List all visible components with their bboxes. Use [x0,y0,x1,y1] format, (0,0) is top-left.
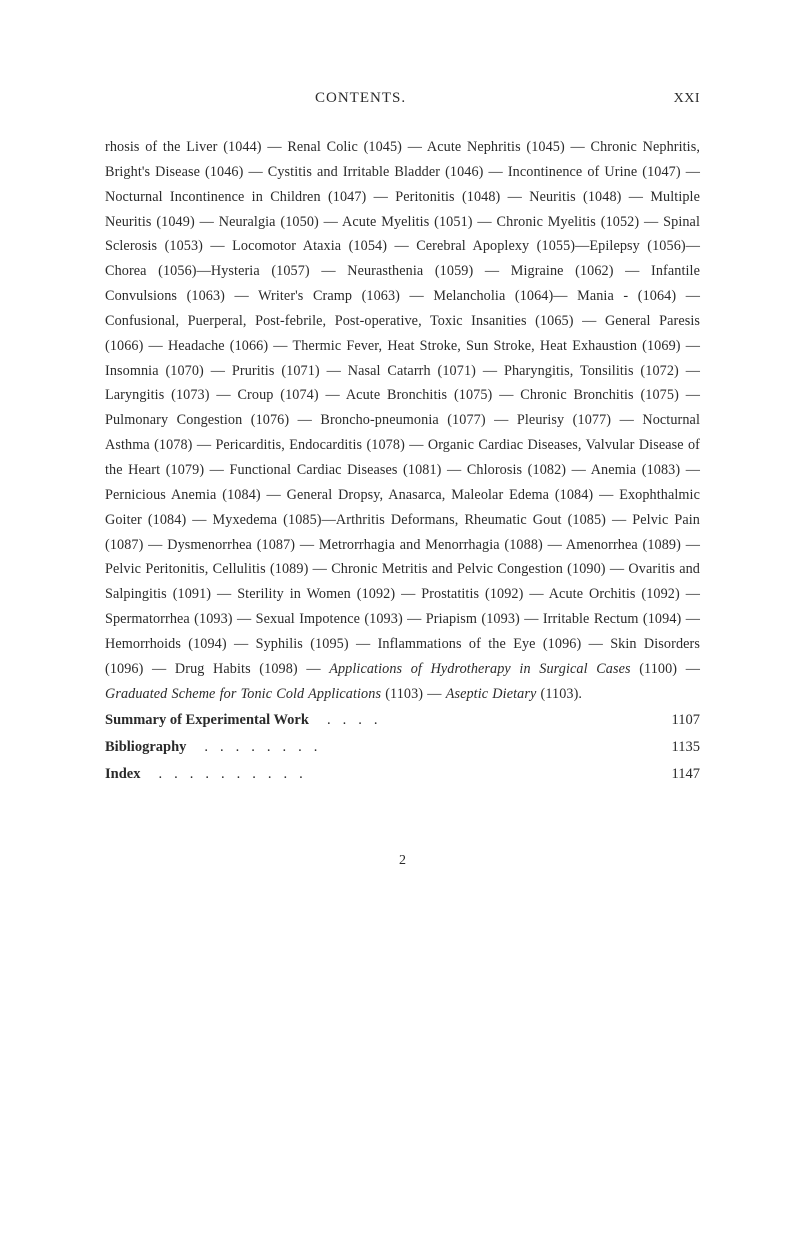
bibliography-label: Bibliography [105,739,186,756]
contents-paragraph: rhosis of the Liver (1044) — Renal Colic… [105,135,700,706]
summary-page: 1107 [672,712,700,729]
bibliography-dots: ........ [204,739,329,756]
paragraph-part2: (1100) — [631,661,700,677]
summary-label-wrap: Summary of Experimental Work .... [105,712,389,729]
bibliography-page: 1135 [672,739,700,756]
index-row: Index .......... 1147 [105,766,700,783]
index-label-wrap: Index .......... [105,766,315,783]
bibliography-label-wrap: Bibliography ........ [105,739,329,756]
page-roman-numeral: XXI [674,91,700,107]
footer-signature-mark: 2 [105,853,700,869]
paragraph-part3: (1103) — [381,686,446,702]
header-row: CONTENTS. XXI [105,90,700,107]
index-label: Index [105,766,140,783]
contents-title: CONTENTS. [315,90,406,107]
paragraph-italic1: Applications of Hydrotherapy in Surgical… [329,661,630,677]
paragraph-part1: rhosis of the Liver (1044) — Renal Colic… [105,139,700,677]
paragraph-italic3: Aseptic Dietary [446,686,537,702]
index-page: 1147 [672,766,700,783]
summary-dots: .... [327,712,390,729]
paragraph-part4: (1103). [536,686,582,702]
summary-row: Summary of Experimental Work .... 1107 [105,712,700,729]
index-dots: .......... [158,766,314,783]
paragraph-italic2: Graduated Scheme for Tonic Cold Applicat… [105,686,381,702]
bibliography-row: Bibliography ........ 1135 [105,739,700,756]
summary-label: Summary of Experimental Work [105,712,309,729]
